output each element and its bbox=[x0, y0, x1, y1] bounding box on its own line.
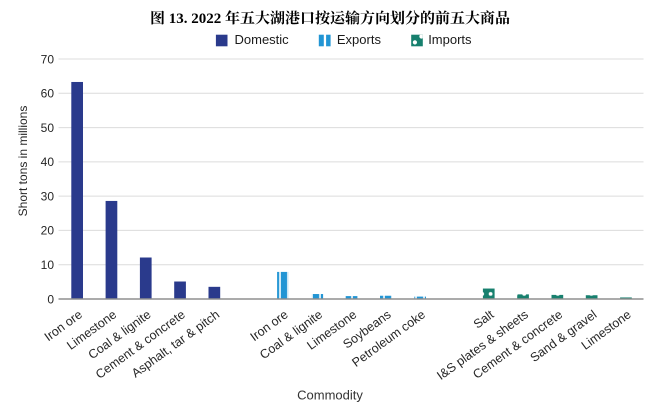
svg-text:40: 40 bbox=[41, 155, 55, 169]
svg-text:Commodity: Commodity bbox=[297, 388, 363, 403]
svg-text:10: 10 bbox=[41, 258, 55, 272]
svg-text:60: 60 bbox=[41, 87, 55, 101]
svg-text:0: 0 bbox=[47, 292, 54, 306]
svg-text:30: 30 bbox=[41, 189, 55, 203]
svg-text:50: 50 bbox=[41, 121, 55, 135]
svg-text:13. 2022: 13. 2022 bbox=[169, 11, 222, 27]
svg-text:Short tons in millions: Short tons in millions bbox=[16, 106, 30, 217]
svg-text:Imports: Imports bbox=[428, 32, 472, 47]
svg-text:20: 20 bbox=[41, 224, 55, 238]
svg-text:70: 70 bbox=[41, 52, 55, 66]
svg-text:Domestic: Domestic bbox=[235, 32, 290, 47]
svg-text:Exports: Exports bbox=[337, 32, 382, 47]
